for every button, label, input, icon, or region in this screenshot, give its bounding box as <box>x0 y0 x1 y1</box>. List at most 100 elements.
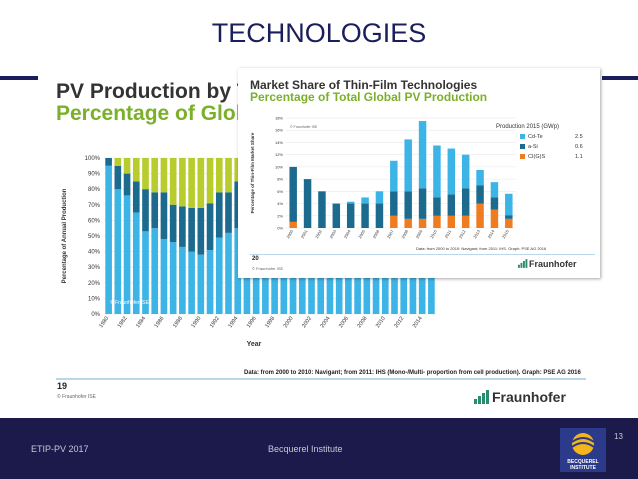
main-bar-mono-si <box>215 237 223 314</box>
inset-bar-a-si <box>476 185 484 204</box>
inset-x-tick-label: 2003 <box>328 228 337 239</box>
inset-y-tick-label: 6% <box>277 189 283 194</box>
main-y-tick-label: 100% <box>85 156 101 162</box>
inset-y-tick-label: 8% <box>277 177 283 182</box>
main-x-tick-label: 1996 <box>246 316 258 329</box>
main-bar-mono-si <box>188 251 195 314</box>
main-x-tick-label: 1980 <box>98 316 110 329</box>
main-bar-thin-film <box>234 158 242 182</box>
main-bar-multi-si <box>225 192 232 233</box>
inset-legend-label: Cd-Te <box>528 134 543 140</box>
main-panel-copyright: © Fraunhofer ISE <box>57 394 96 400</box>
main-bar-thin-film <box>114 158 122 166</box>
inset-y-tick-label: 12% <box>275 152 283 157</box>
main-x-tick-label: 2008 <box>357 316 369 329</box>
main-bar-multi-si <box>160 192 168 240</box>
main-x-tick-label: 2000 <box>283 316 295 329</box>
main-y-tick-label: 30% <box>88 265 101 271</box>
footer-event-label: ETIP-PV 2017 <box>31 444 89 454</box>
inset-x-tick-label: 2006 <box>372 228 381 239</box>
main-bar-mono-si <box>132 212 140 314</box>
inset-x-tick-label: 2015 <box>501 228 510 239</box>
inset-bar-ci-g-s <box>433 215 441 228</box>
main-bar-thin-film <box>160 158 168 193</box>
title-rule-right <box>602 76 638 80</box>
main-x-tick-label: 2014 <box>412 316 424 329</box>
inset-bar-a-si <box>505 215 513 219</box>
inset-x-tick-label: 2009 <box>415 228 424 239</box>
inset-x-tick-label: 2000 <box>285 228 294 239</box>
main-chart-watermark: © Fraunhofer ISE <box>110 299 150 306</box>
slide-number: 13 <box>614 432 623 441</box>
inset-bar-a-si <box>490 197 499 210</box>
inset-y-tick-label: 10% <box>275 164 283 169</box>
inset-bar-a-si <box>346 203 355 228</box>
main-x-tick-label: 1986 <box>154 316 166 329</box>
main-bar-thin-film <box>142 158 149 190</box>
inset-bar-cd-te <box>505 193 513 216</box>
inset-legend-label: a-Si <box>528 144 538 150</box>
inset-legend-title: Production 2015 (GWp) <box>496 124 559 130</box>
fraunhofer-logo-icon <box>474 390 489 404</box>
logo-text-line2: INSTITUTE <box>570 465 596 471</box>
inset-bar-cd-te <box>418 121 427 189</box>
inset-x-tick-label: 2014 <box>487 228 496 239</box>
main-bar-thin-film <box>206 158 214 204</box>
inset-bar-cd-te <box>476 169 484 186</box>
main-bar-multi-si <box>114 165 122 190</box>
inset-bar-ci-g-s <box>404 218 412 228</box>
inset-chart-watermark: © Fraunhofer ISE <box>290 125 318 129</box>
inset-bar-a-si <box>303 179 312 228</box>
inset-bar-a-si <box>289 166 297 222</box>
inset-chart-title: Market Share of Thin-Film Technologies <box>250 78 478 92</box>
inset-x-tick-label: 2010 <box>429 228 438 239</box>
inset-y-axis-label: Percentage of Thin-Film Market Share <box>250 132 255 213</box>
logo-text-line1: BECQUEREL <box>567 459 598 465</box>
inset-x-tick-label: 2012 <box>458 228 467 239</box>
inset-bar-a-si <box>332 203 341 228</box>
main-chart-subtitle: Percentage of Globa <box>56 102 261 125</box>
inset-bar-a-si <box>361 203 369 228</box>
main-x-tick-label: 1998 <box>264 316 276 329</box>
inset-bar-cd-te <box>375 191 384 204</box>
main-bar-thin-film <box>215 158 223 193</box>
main-panel-slide-number: 19 <box>57 381 68 391</box>
inset-bar-a-si <box>433 197 441 216</box>
main-bar-multi-si <box>179 206 186 247</box>
main-y-tick-label: 50% <box>88 234 101 240</box>
main-bar-multi-si <box>132 181 140 213</box>
main-chart-source: Data: from 2000 to 2010: Navigant; from … <box>244 370 581 376</box>
inset-fraunhofer-brand: Fraunhofer <box>529 259 577 269</box>
inset-y-tick-label: 2% <box>277 213 283 218</box>
main-bar-mono-si <box>179 246 186 314</box>
main-bar-mono-si <box>225 232 232 314</box>
main-bar-thin-film <box>169 158 177 205</box>
inset-panel-copyright: © Fraunhofer ISE <box>252 266 284 271</box>
main-bar-mono-si <box>151 228 159 314</box>
main-bar-thin-film <box>188 158 195 208</box>
slide-title: TECHNOLOGIES <box>211 18 427 48</box>
main-bar-multi-si <box>123 173 131 196</box>
inset-bar-a-si <box>318 191 326 228</box>
inset-bar-cd-te <box>447 148 456 195</box>
main-x-tick-label: 1990 <box>191 316 203 329</box>
inset-bar-ci-g-s <box>490 209 499 228</box>
inset-x-tick-label: 2011 <box>444 228 453 239</box>
main-bar-mono-si <box>197 254 205 314</box>
inset-legend-value: 1.1 <box>575 154 583 160</box>
inset-x-tick-label: 2001 <box>300 228 309 239</box>
main-x-tick-label: 1994 <box>227 316 239 329</box>
inset-legend-value: 0.6 <box>575 144 583 150</box>
inset-panel-slide-number: 20 <box>252 256 259 262</box>
main-bar-thin-film <box>132 158 140 182</box>
main-bar-mono-si <box>142 231 149 314</box>
main-x-tick-label: 2002 <box>301 316 313 329</box>
main-x-tick-label: 2010 <box>375 316 387 329</box>
inset-legend-value: 2.5 <box>575 134 583 140</box>
main-bar-thin-film <box>123 158 131 174</box>
main-bar-mono-si <box>206 250 214 314</box>
inset-bar-a-si <box>375 203 384 228</box>
inset-y-tick-label: 0% <box>277 226 283 231</box>
inset-bar-a-si <box>461 188 470 216</box>
main-x-axis-label: Year <box>247 341 262 348</box>
